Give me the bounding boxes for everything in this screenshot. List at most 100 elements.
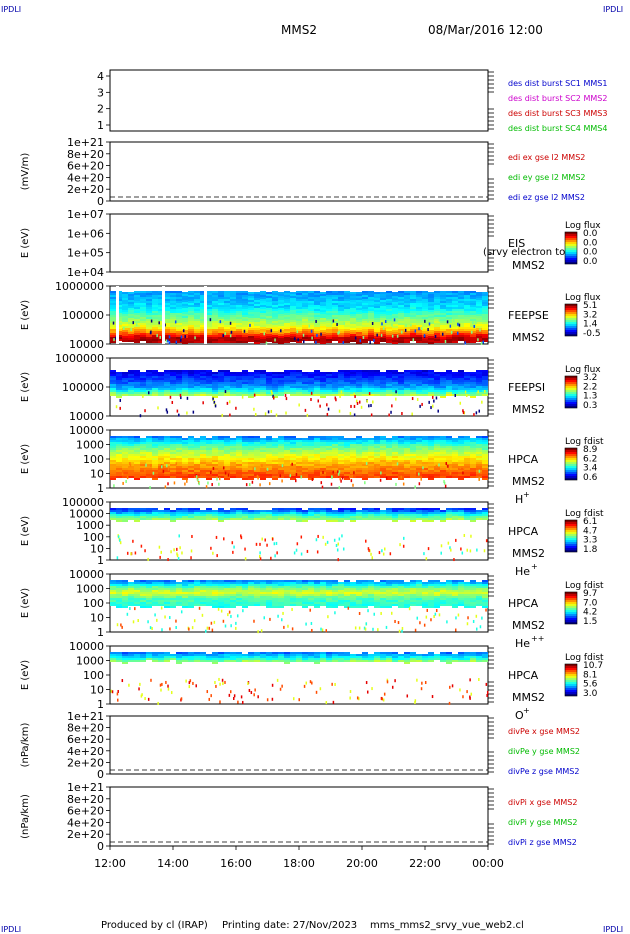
colorbar-4-tick: -0.5 (583, 329, 601, 339)
panel-1-frame (109, 69, 489, 132)
panel-1: 4 3 2 1 des dist burst SC1 MMS1 des dist burs… (97, 69, 607, 133)
panel-5-instrument: FEEPSI (508, 381, 545, 394)
panel-7-species: He (515, 565, 530, 578)
panel-8-ytick-label: 10 (90, 612, 104, 625)
panel-11-ytick-label: 8e+20 (67, 793, 104, 806)
panel-3-instrument-note: (srvy electron to (483, 247, 565, 258)
panel-11-legend-entry: divPi x gse MMS2 (508, 798, 577, 807)
panel-5-ytick-label: 1000000 (55, 352, 104, 365)
panel-6-ytick-label: 1000 (76, 439, 104, 452)
panel-5-spacecraft: MMS2 (512, 403, 545, 416)
corner-label-bottom-left: IPDLI (1, 925, 22, 934)
panel-10-ylabel: (nPa/km) (20, 723, 31, 768)
spectrogram-8-image (110, 580, 488, 634)
corner-label-top-right: IPDLI (603, 5, 624, 14)
spectrogram-7-image (110, 508, 488, 562)
colorbar-7-tick: 6.1 (583, 517, 597, 527)
panel-1-legend-entry: des dist burst SC4 MMS4 (508, 124, 607, 133)
panel-7-species-charge: + (531, 562, 538, 571)
panel-5-ytick-label: 10000 (69, 410, 104, 423)
colorbar-6-tick: 3.4 (583, 464, 598, 474)
colorbar-6-tick: 6.2 (583, 454, 597, 464)
colorbar-9-tick: 8.1 (583, 670, 597, 680)
colorbar-8-tick: 4.2 (583, 608, 597, 618)
colorbar-3 (564, 231, 578, 265)
panel-6-species: H (515, 493, 523, 506)
corner-label-top-left: IPDLI (1, 5, 22, 14)
panel-4-spacecraft: MMS2 (512, 331, 545, 344)
panel-10-legend-entry: divPe x gse MMS2 (508, 727, 580, 736)
panel-6-ytick-label: 100 (83, 453, 104, 466)
panel-8-species: He (515, 637, 530, 650)
colorbar-5 (564, 375, 578, 409)
colorbar-3-tick: 0.0 (583, 229, 598, 239)
panel-10-legend-entry: divPe z gse MMS2 (508, 767, 579, 776)
spacecraft-title: MMS2 (281, 23, 317, 37)
panel-2-ytick-label: 2e+20 (67, 183, 104, 196)
panel-1-legend-entry: des dist burst SC2 MMS2 (508, 94, 607, 103)
colorbar-4-title: Log flux (565, 293, 601, 303)
colorbar-7-tick: 3.3 (583, 536, 597, 546)
panel-2-ytick-label: 6e+20 (67, 160, 104, 173)
panel-7-spacecraft: MMS2 (512, 547, 545, 560)
spectrogram-4-image (110, 286, 488, 345)
colorbar-7 (564, 519, 578, 553)
panel-8-spacecraft: MMS2 (512, 619, 545, 632)
panel-11-ytick-label: 1e+21 (67, 781, 104, 794)
footer-script-name: mms_mms2_srvy_vue_web2.cl (370, 920, 524, 931)
panel-8-species-charge: ++ (531, 634, 544, 643)
panel-11-frame (109, 786, 489, 847)
panel-10-ytick-label: 1e+21 (67, 710, 104, 723)
colorbar-9 (564, 663, 578, 697)
panel-9-ytick-label: 1 (97, 698, 104, 711)
panel-9-instrument: HPCA (508, 669, 539, 682)
colorbar-5-tick: 1.3 (583, 392, 597, 402)
panel-2-frame (109, 141, 489, 202)
colorbar-9-tick: 3.0 (583, 689, 598, 699)
panel-2-ytick-label: 1e+21 (67, 136, 104, 149)
panel-7-ytick-label: 10000 (69, 508, 104, 521)
panel-3-instrument: EIS (508, 237, 525, 250)
panel-1-legend-entry: des dist burst SC3 MMS3 (508, 109, 607, 118)
x-tick-label: 14:00 (157, 857, 189, 870)
x-tick-label: 16:00 (220, 857, 252, 870)
corner-label-bottom-right: IPDLI (603, 925, 624, 934)
panel-7-ytick-label: 100000 (62, 496, 104, 509)
panel-11-ytick-label: 2e+20 (67, 828, 104, 841)
colorbar-8-tick: 7.0 (583, 598, 598, 608)
panel-11-ytick-label: 6e+20 (67, 805, 104, 818)
colorbar-5-tick: 2.2 (583, 382, 597, 392)
colorbar-5-tick: 0.3 (583, 401, 597, 411)
panel-9-ytick-label: 1000 (76, 655, 104, 668)
colorbar-6-tick: 8.9 (583, 445, 598, 455)
panel-3-frame (109, 213, 489, 273)
panel-7-instrument: HPCA (508, 525, 539, 538)
footer-produced-by: Produced by cl (IRAP) (101, 920, 208, 931)
panel-4-ytick-label: 10000 (69, 338, 104, 351)
panel-6-spacecraft: MMS2 (512, 475, 545, 488)
panel-11-ytick-label: 4e+20 (67, 816, 104, 829)
panel-7-ytick-label: 10 (90, 542, 104, 555)
panel-3: 1e+07 1e+06 1e+05 1e+04 E (eV) EIS(srvy elect… (20, 208, 565, 279)
colorbar-8-tick: 9.7 (583, 589, 597, 599)
panel-8-ytick-label: 10000 (69, 568, 104, 581)
panel-8-ytick-label: 100 (83, 597, 104, 610)
footer-printing-date: Printing date: 27/Nov/2023 (222, 920, 358, 931)
colorbar-6 (564, 447, 578, 481)
spectrogram-6-image (110, 436, 488, 490)
colorbar-7-title: Log fdist (565, 509, 604, 519)
colorbar-3-tick: 0.0 (583, 238, 598, 248)
panel-9-spacecraft: MMS2 (512, 691, 545, 704)
panel-3-ytick-label: 1e+04 (67, 266, 104, 279)
panel-7-ytick-label: 1000 (76, 519, 104, 532)
colorbar-8 (564, 591, 578, 625)
panel-2-ylabel: (mV/m) (20, 153, 31, 191)
panel-2-legend-entry: edi ey gse l2 MMS2 (508, 173, 586, 182)
panel-3-ytick-label: 1e+06 (67, 227, 104, 240)
